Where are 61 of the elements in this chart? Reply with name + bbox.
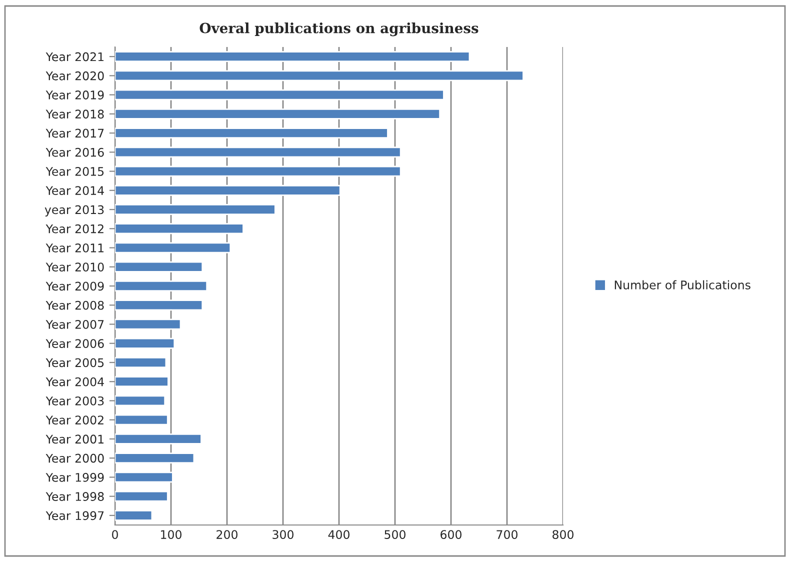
x-tick-label: 200 [216, 530, 238, 539]
y-tick-label: Year 2012 [46, 224, 104, 234]
bar [115, 472, 174, 483]
bar [115, 357, 167, 368]
y-tick-label: Year 2006 [46, 339, 104, 348]
x-tick-label: 800 [552, 530, 574, 539]
bar [115, 395, 166, 406]
x-tick-label: 100 [161, 530, 182, 539]
x-tick-label: 600 [440, 530, 462, 539]
bar [115, 128, 388, 139]
y-tick-label: Year 2004 [46, 377, 104, 386]
bar [115, 490, 168, 502]
x-tick-label: 500 [384, 530, 406, 539]
bar [115, 433, 202, 444]
y-tick-label: Year 2005 [46, 358, 104, 368]
bar [115, 184, 341, 196]
y-tick-label: Year 1997 [46, 511, 104, 520]
y-tick-label: Year 1998 [46, 492, 104, 501]
y-tick-label: Year 2020 [46, 71, 104, 80]
y-tick-label: Year 2008 [46, 300, 104, 310]
legend-label: Number of Publications [614, 280, 750, 290]
y-tick-label: Year 1999 [46, 472, 104, 482]
y-tick-label: Year 2002 [46, 416, 104, 424]
y-tick-label: Year 2000 [46, 454, 104, 463]
y-tick-label: Year 2007 [46, 320, 104, 329]
x-tick-label: 0 [112, 530, 118, 539]
y-tick-label: Year 2016 [46, 148, 104, 157]
x-tick-label: 700 [496, 530, 518, 539]
bar [115, 414, 168, 426]
bar [115, 166, 402, 177]
bar [115, 510, 153, 521]
bar [115, 89, 444, 100]
chart-title: Overal publications on agribusiness [200, 22, 478, 36]
y-tick-label: Year 2018 [46, 110, 104, 119]
y-tick-label: Year 2015 [46, 167, 104, 176]
bar [115, 300, 204, 311]
y-tick-label: Year 2019 [46, 90, 104, 100]
bar [115, 280, 208, 292]
y-tick-label: Year 2003 [46, 396, 104, 406]
y-tick-label: Year 2011 [46, 243, 104, 252]
y-tick-label: Year 2017 [46, 128, 104, 138]
bar [115, 376, 169, 388]
bar [115, 70, 524, 82]
y-tick-label: Year 2009 [46, 282, 104, 291]
y-tick-label: year 2013 [44, 205, 104, 216]
bar [115, 223, 244, 234]
bar [115, 146, 402, 158]
y-tick-label: Year 2010 [46, 262, 104, 272]
y-tick-label: Year 2014 [46, 186, 104, 196]
x-tick-label: 300 [272, 530, 294, 539]
bar [115, 338, 176, 349]
bar [115, 261, 204, 272]
x-tick-label: 400 [328, 530, 350, 539]
y-tick-label: Year 2021 [46, 52, 104, 62]
bar [115, 204, 276, 215]
bar [115, 452, 195, 464]
bar [115, 51, 470, 62]
bar [115, 242, 232, 254]
bar [115, 318, 182, 330]
y-tick-label: Year 2001 [46, 434, 104, 444]
bar [115, 108, 440, 120]
